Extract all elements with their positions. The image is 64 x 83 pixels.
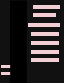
Bar — [28, 23, 60, 27]
Bar — [33, 5, 60, 9]
Bar — [1, 72, 19, 75]
Bar — [31, 50, 59, 54]
Bar — [31, 32, 59, 36]
Bar — [33, 13, 56, 17]
Bar — [31, 58, 59, 62]
Bar — [31, 41, 59, 45]
Bar — [1, 65, 15, 68]
